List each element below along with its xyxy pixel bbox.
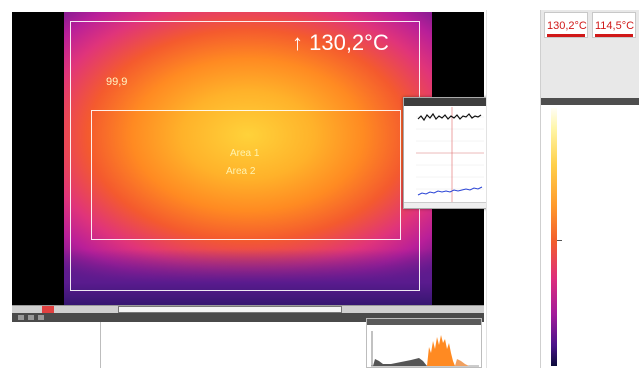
- thermal-cold-region: [64, 249, 432, 305]
- timeline-scrollbar[interactable]: [12, 305, 484, 313]
- plot-footer: [404, 202, 489, 208]
- histogram-title-bar: [367, 319, 481, 325]
- temperature-plot: [416, 107, 484, 202]
- histogram-chart: [371, 331, 479, 367]
- stop-icon[interactable]: [28, 315, 34, 320]
- measurement-value-2: 114,5°C: [595, 20, 635, 32]
- histogram-panel[interactable]: [366, 318, 482, 368]
- measurement-bar-1: [547, 34, 585, 37]
- measurement-bar-2: [595, 34, 633, 37]
- plot-series-blue: [417, 186, 483, 196]
- measurement-card-1[interactable]: 130,2°C: [544, 12, 588, 38]
- measurement-card-2[interactable]: 114,5°C: [592, 12, 636, 38]
- measurement-area-inner[interactable]: [91, 110, 401, 240]
- measurement-panel: 130,2°C 114,5°C: [540, 10, 639, 100]
- frame-icon[interactable]: [38, 315, 44, 320]
- area-1-label: Area 1: [230, 148, 260, 159]
- color-scale-tick: [557, 240, 562, 241]
- side-panel-spacer: [486, 10, 540, 368]
- thermal-image[interactable]: [64, 12, 432, 305]
- color-scale-bar[interactable]: [551, 108, 557, 366]
- temperature-plot-window[interactable]: [403, 97, 490, 209]
- bottom-divider: [100, 322, 101, 368]
- color-scale-title-bar: [541, 98, 639, 105]
- timeline-marker[interactable]: [42, 306, 54, 313]
- color-scale-panel: [540, 98, 639, 368]
- timeline-thumb[interactable]: [118, 306, 342, 313]
- max-temperature-readout: ↑ 130,2°C: [292, 30, 389, 55]
- plot-title-bar[interactable]: [404, 98, 489, 106]
- plot-series-black: [417, 112, 482, 122]
- area-2-label: Area 2: [226, 166, 256, 177]
- measurement-value-1: 130,2°C: [547, 20, 587, 32]
- play-icon[interactable]: [18, 315, 24, 320]
- point-temperature-label: 99,9: [106, 76, 128, 88]
- playback-toolbar: [12, 313, 484, 322]
